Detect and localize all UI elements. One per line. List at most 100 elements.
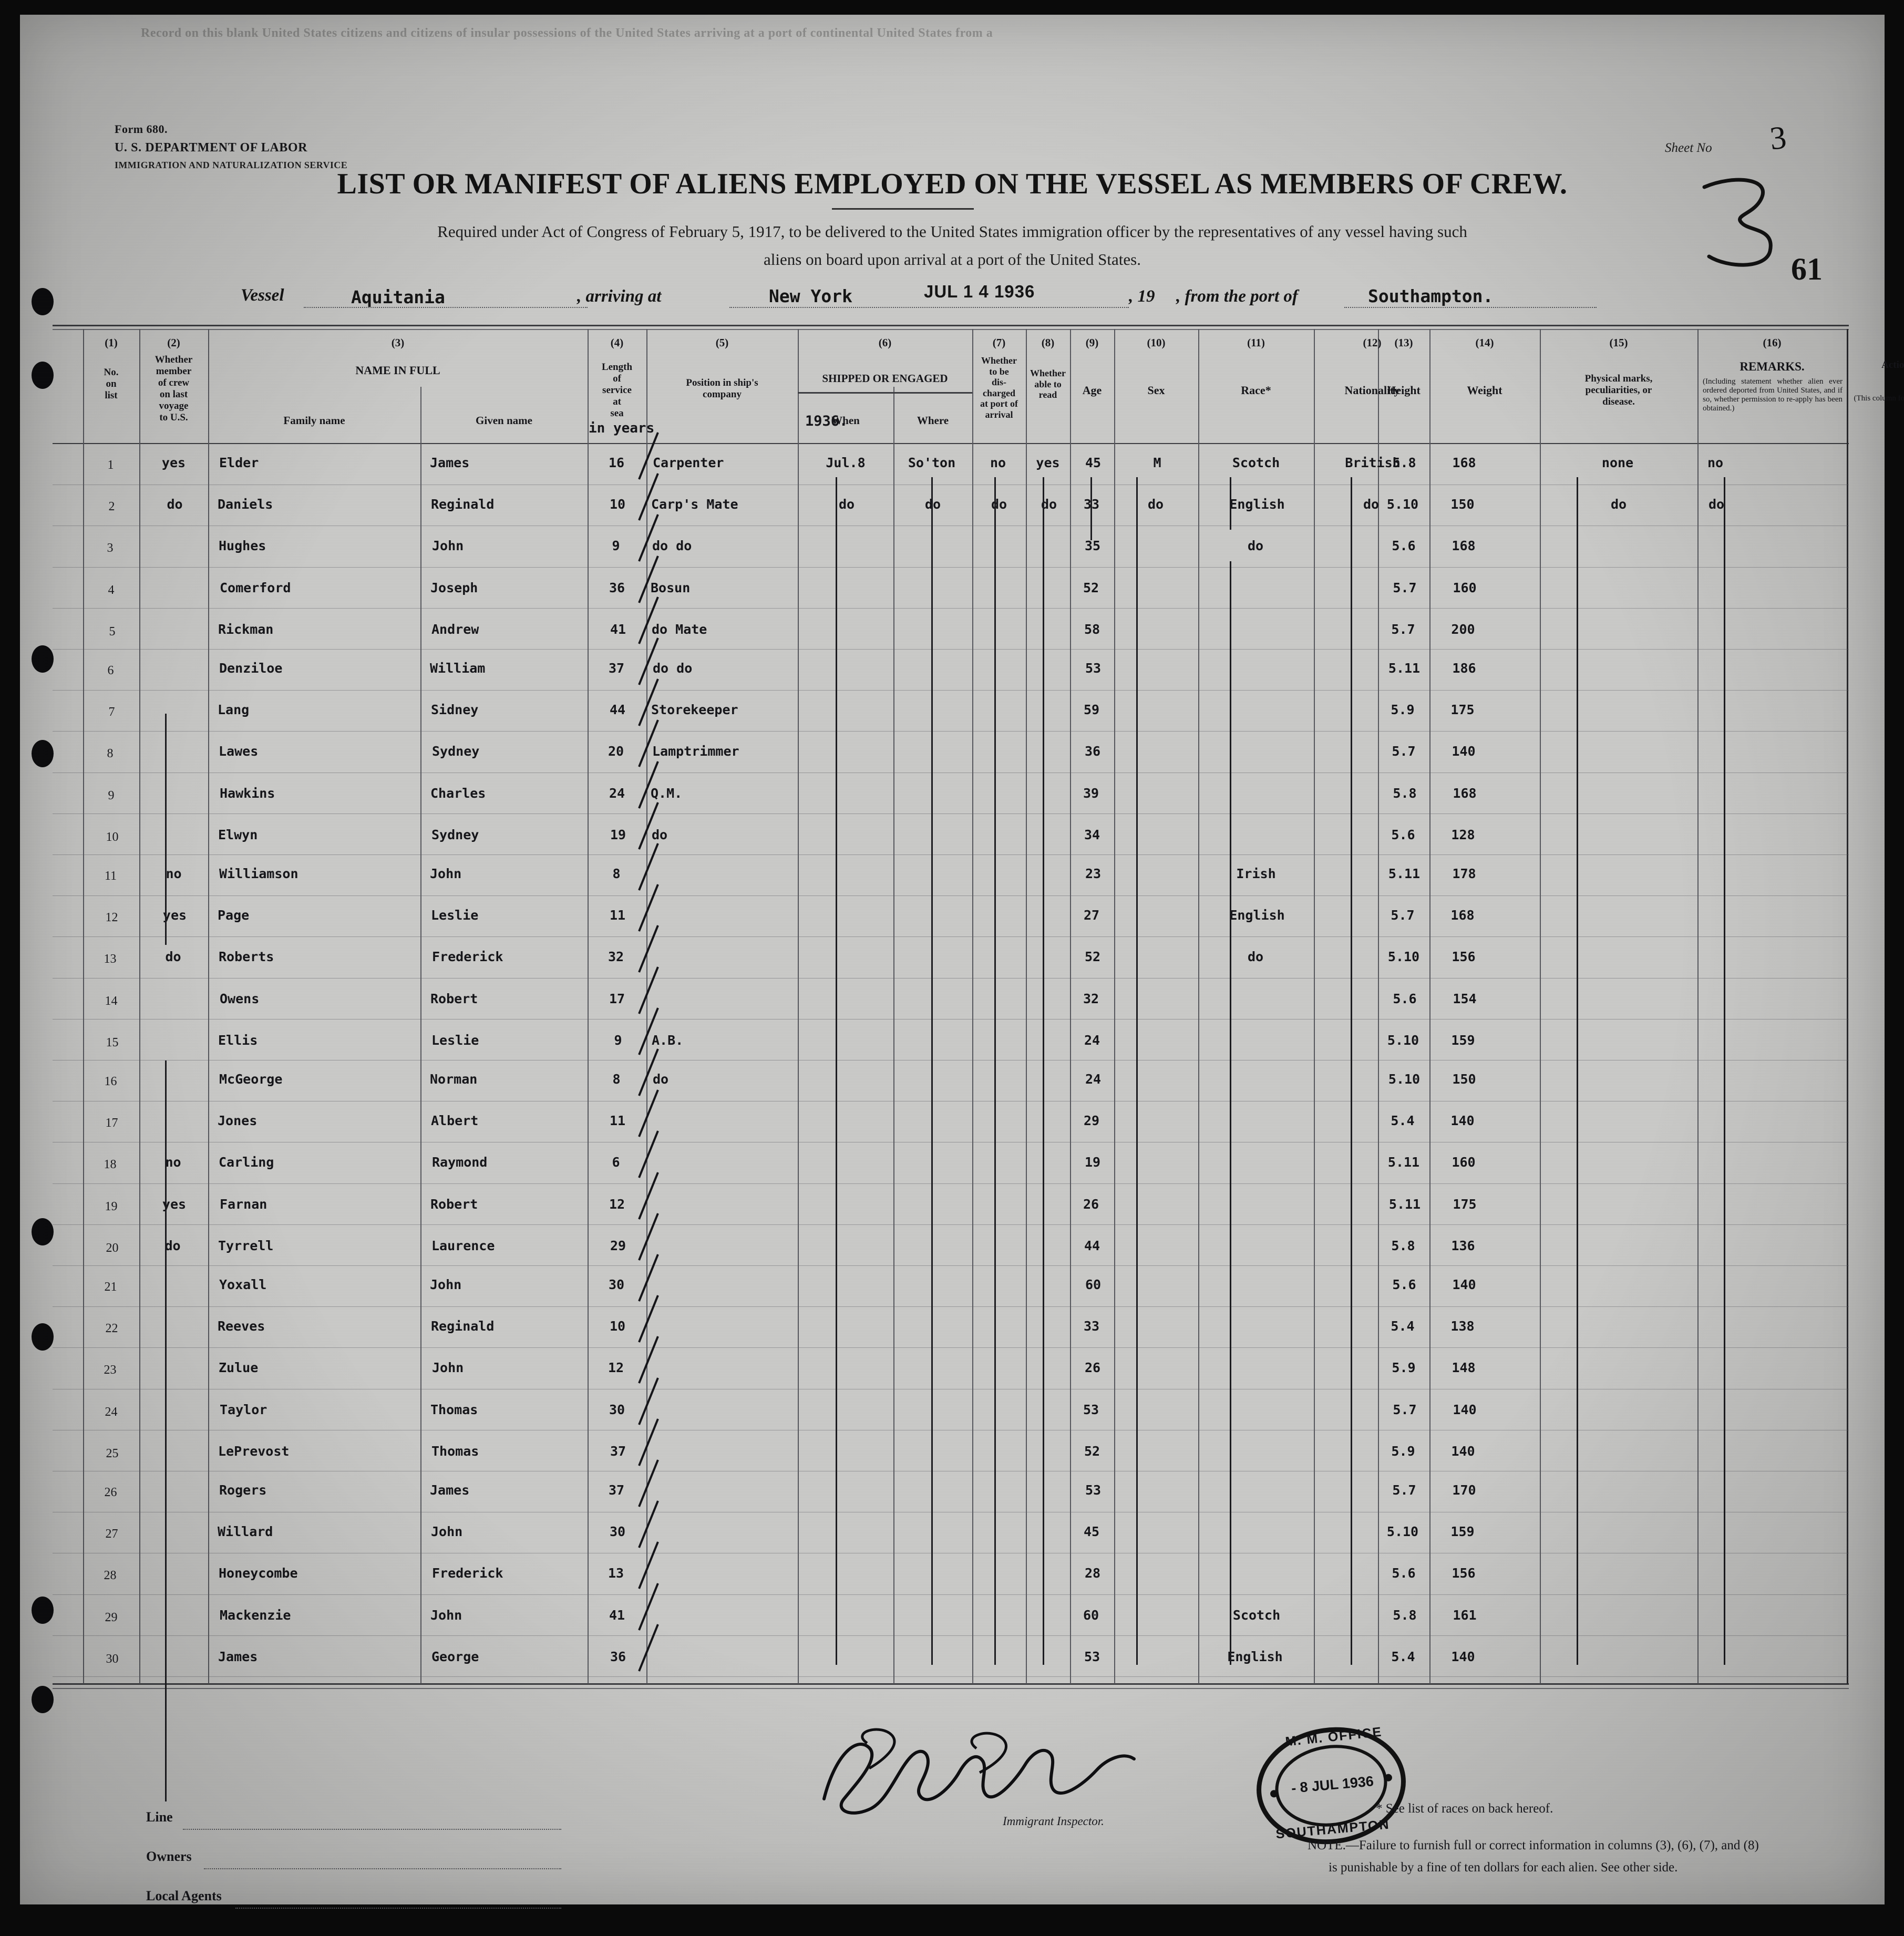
cell-service: 11 [609,908,626,923]
cell-crew-last: no [165,1155,181,1170]
cell-age: 34 [1084,827,1100,842]
cell-age: 53 [1085,1482,1102,1498]
cell-height: 5.9 [1391,1443,1415,1459]
cell-where: So'ton [908,455,956,470]
cell-weight: 160 [1453,580,1477,595]
cell-age: 52 [1084,949,1101,965]
cell-service: 6 [612,1155,620,1170]
col-header-remarks-note: (Including statement whether alien ever … [1703,377,1843,413]
col-num-15: (15) [1609,336,1628,349]
cell-family: Daniels [218,497,273,512]
cell-height: 5.8 [1393,785,1417,801]
cell-sex: do [1147,497,1164,512]
cell-family: Rogers [219,1482,267,1498]
cell-race: Scotch [1232,455,1280,470]
cell-height: 5.6 [1392,1566,1416,1581]
vessel-arrival-line: Vessel Aquitania , arriving at New York … [20,282,1885,312]
cell-nationality: do [1363,497,1380,512]
cell-height: 5.10 [1387,1032,1419,1048]
cell-age: 59 [1083,702,1100,718]
cell-service: 13 [608,1566,624,1581]
cell-family: Lawes [219,744,259,759]
cell-height: 5.7 [1391,908,1415,923]
form-number: Form 680. [115,122,168,136]
cell-service: 8 [612,1072,621,1087]
cell-discharged: do [991,497,1007,512]
cell-marks: none [1601,455,1634,470]
col-num-11: (11) [1247,336,1265,349]
cell-no: 15 [106,1035,119,1049]
cell-no: 11 [104,869,117,883]
col-header-shipped-or-engaged: SHIPPED OR ENGAGED [822,372,948,385]
cell-weight: 140 [1450,1113,1475,1129]
cell-weight: 148 [1452,1360,1476,1376]
cell-given: Raymond [432,1155,488,1170]
cell-age: 33 [1083,1319,1100,1334]
cell-height: 5.11 [1388,661,1421,676]
row-separator [53,936,1849,938]
cell-service: 37 [608,1482,625,1498]
cell-weight: 140 [1453,1402,1477,1417]
cell-family: Zulue [219,1360,259,1376]
arriving-at-label: , arriving at [577,287,662,306]
cell-given: John [432,538,464,554]
cell-height: 5.8 [1392,455,1416,470]
cell-given: Joseph [430,580,478,595]
subtitle-line-2: aliens on board upon arrival at a port o… [764,250,1141,269]
line-label: Line [146,1809,173,1825]
col-header-family-name: Family name [283,414,345,427]
col-num-13: (13) [1394,336,1413,349]
cell-no: 5 [109,624,116,639]
col-header-inspector-action: Action of Immigrant Inspector. [1881,359,1904,370]
cell-no: 24 [105,1405,118,1419]
cell-given: Frederick [432,949,503,965]
manifest-paper: Record on this blank United States citiz… [20,15,1904,1909]
cell-nationality: British [1345,455,1401,470]
cell-position: Lamptrimmer [652,744,739,759]
col-header-able-to-read: Whether able to read [1030,368,1066,400]
cell-height: 5.10 [1388,1072,1421,1087]
cell-position: do [652,827,668,842]
col-header-age: Age [1082,384,1102,397]
cell-no: 9 [108,788,115,802]
cell-weight: 170 [1452,1482,1476,1498]
col-header-discharged: Whether to be dis- charged at port of ar… [980,355,1018,420]
col-header-nationality: Nationality [1344,384,1400,397]
inspector-signature-label: Immigrant Inspector. [1003,1815,1104,1828]
crew-manifest-table: (1) (2) (3) (4) (5) (6) (7) (8) (9) (10)… [53,325,1904,1801]
col-header-where: Where [917,414,949,427]
row-separator [53,813,1849,814]
row-separator [53,1183,1849,1184]
page-title: LIST OR MANIFEST OF ALIENS EMPLOYED ON T… [337,168,1568,200]
service-slash-mark [638,1007,659,1055]
cell-weight: 159 [1450,1524,1475,1540]
cell-height: 5.11 [1388,1196,1421,1212]
page-stamp-number: 61 [1791,252,1823,286]
col-num-2: (2) [167,336,180,349]
cell-weight: 200 [1451,621,1475,637]
cell-race: English [1229,497,1285,512]
col-num-16: (16) [1763,336,1782,349]
cell-no: 7 [108,705,115,719]
col-header-given-name: Given name [476,414,532,427]
col-header-inspector-note: (This column for use of Government offic… [1854,394,1904,403]
cell-height: 5.6 [1392,1277,1416,1292]
row-separator [53,1347,1849,1348]
cell-no: 3 [107,541,114,555]
col-num-6: (6) [878,336,892,349]
cell-marks: do [1610,497,1627,512]
cell-weight: 160 [1452,1155,1476,1170]
cell-family: Willard [218,1524,273,1540]
cell-no: 20 [106,1241,119,1255]
cell-family: McGeorge [219,1072,283,1087]
cell-height: 5.4 [1391,1319,1415,1334]
cell-height: 5.11 [1387,1155,1420,1170]
service-slash-mark [638,1377,659,1425]
department-label: U. S. DEPARTMENT OF LABOR [115,141,308,155]
cell-service: 19 [610,827,626,842]
cell-service: 8 [612,866,621,881]
cell-given: Frederick [432,1566,503,1581]
row-separator [53,1594,1849,1595]
col-header-no-on-list: No. on list [104,367,119,401]
